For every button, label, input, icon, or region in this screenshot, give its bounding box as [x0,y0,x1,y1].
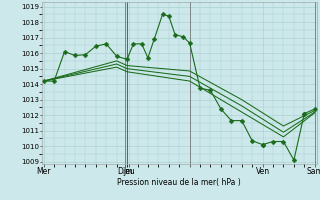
X-axis label: Pression niveau de la mer( hPa ): Pression niveau de la mer( hPa ) [117,178,241,187]
